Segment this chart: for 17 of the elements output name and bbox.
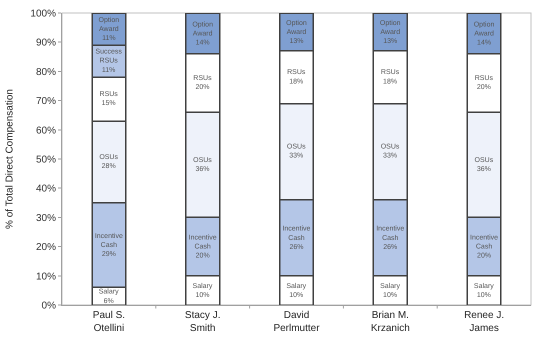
y-tick-label: 100%	[30, 8, 56, 20]
x-tick-label: Renee J. James	[464, 310, 504, 334]
x-tick-label: Brian M. Krzanich	[370, 310, 410, 334]
y-tick-label: 20%	[36, 242, 56, 254]
x-tick-label: Stacy J. Smith	[184, 310, 220, 334]
y-tick-label: 50%	[36, 154, 56, 166]
x-tick-label: David Perlmutter	[273, 310, 320, 334]
y-tick-label: 70%	[36, 96, 56, 108]
y-tick-label: 40%	[36, 184, 56, 195]
y-tick-label: 60%	[36, 125, 56, 136]
y-tick-label: 80%	[36, 66, 56, 78]
y-tick-label: 10%	[36, 271, 56, 282]
x-tick-label: Paul S. Otellini	[92, 310, 126, 334]
y-tick-label: 0%	[42, 300, 56, 312]
y-axis-title: % of Total Direct Compensation	[4, 89, 16, 229]
y-tick-label: 90%	[36, 38, 56, 49]
y-tick-label: 30%	[36, 212, 56, 224]
